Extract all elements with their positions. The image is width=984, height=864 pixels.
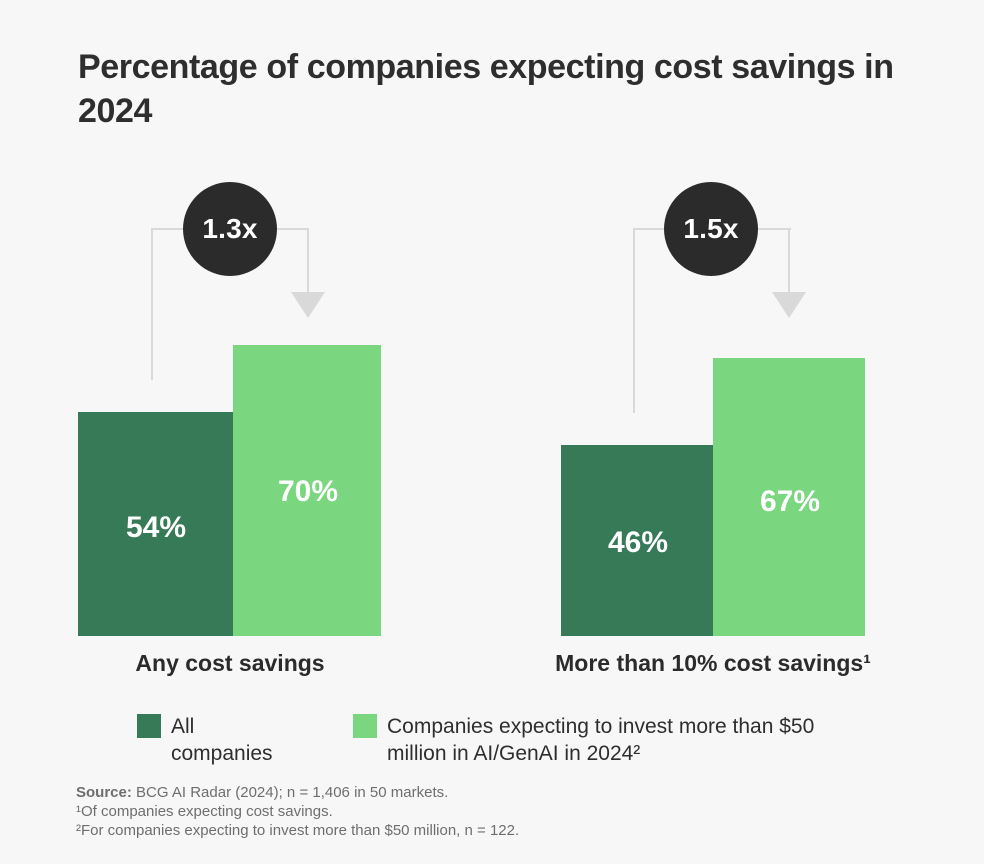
arrow-down-icon (291, 292, 325, 318)
legend-item-investing-companies: Companies expecting to invest more than … (353, 713, 847, 767)
source-text: BCG AI Radar (2024); n = 1,406 in 50 mar… (131, 784, 449, 801)
bar-value-label: 46% (607, 526, 669, 559)
footnotes: Source: BCG AI Radar (2024); n = 1,406 i… (76, 783, 519, 840)
category-label-more-than-10pct: More than 10% cost savings¹ (555, 650, 871, 676)
bar-investors-more-than-10pct (713, 358, 865, 636)
legend-label: All companies (171, 715, 273, 765)
source-line: Source: BCG AI Radar (2024); n = 1,406 i… (76, 783, 519, 802)
arrow-down-icon (772, 292, 806, 318)
bar-value-label: 70% (277, 475, 339, 508)
legend-swatch-dark-green (137, 714, 161, 738)
bracket-left-line (633, 228, 635, 413)
bar-value-label: 67% (759, 485, 821, 518)
footnote-2: ²For companies expecting to invest more … (76, 822, 520, 839)
multiplier-value: 1.3x (202, 213, 258, 244)
legend-item-all-companies: All companies (137, 713, 273, 767)
legend-swatch-light-green (353, 714, 377, 738)
footnote-1: ¹Of companies expecting cost savings. (76, 803, 333, 820)
bracket-left-line (151, 228, 153, 380)
category-label-any-cost-savings: Any cost savings (135, 650, 325, 676)
legend-label: Companies expecting to invest more than … (387, 715, 815, 765)
chart-title: Percentage of companies expecting cost s… (78, 48, 894, 130)
bar-investors-any-cost-savings (233, 345, 381, 636)
bracket-right-line (307, 228, 309, 292)
bar-all-companies-more-than-10pct (561, 445, 713, 636)
bar-all-companies-any-cost-savings (78, 412, 233, 636)
source-label: Source: (76, 784, 132, 801)
multiplier-value: 1.5x (683, 213, 739, 244)
multiplier-badge: 1.3x (183, 182, 277, 276)
bar-value-label: 54% (125, 511, 187, 544)
bracket-right-line (788, 228, 790, 292)
multiplier-badge: 1.5x (664, 182, 758, 276)
